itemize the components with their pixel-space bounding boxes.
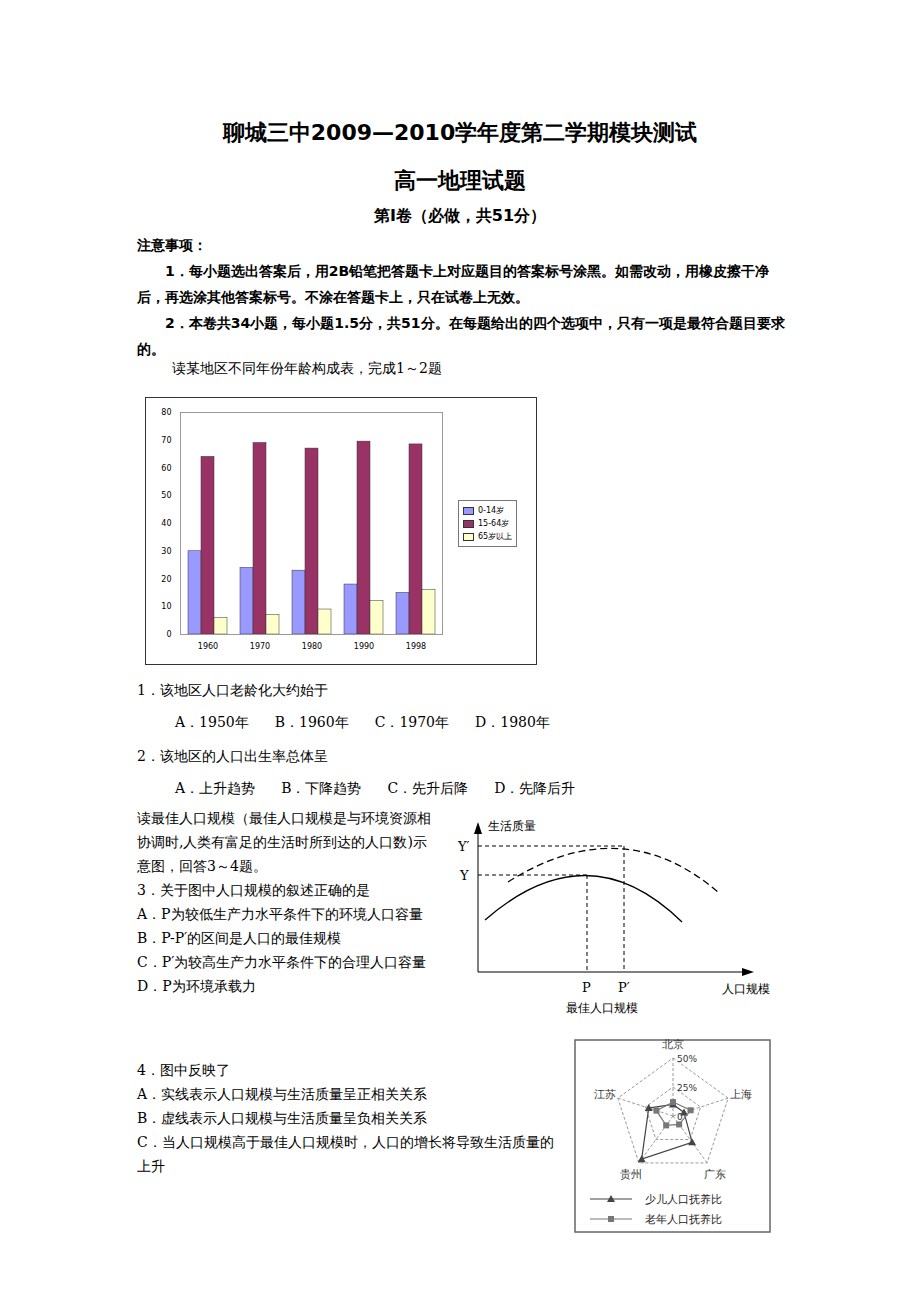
html-text:D．先降后升: D．先降后升 <box>494 780 576 796</box>
html-text:2．该地区的人口出生率总体呈: 2．该地区的人口出生率总体呈 <box>137 748 328 764</box>
html-text:B．1960年: B．1960年 <box>274 714 349 730</box>
html-text:高一地理试题: 高一地理试题 <box>394 168 526 193</box>
html-text:注意事项：: 注意事项： <box>137 237 207 253</box>
svg-text:1960: 1960 <box>198 642 218 651</box>
svg-text:70: 70 <box>161 436 171 445</box>
html-text:4．图中反映了: 4．图中反映了 <box>137 1062 230 1078</box>
svg-text:1980: 1980 <box>302 642 322 651</box>
html-text:D．1980年: D．1980年 <box>475 714 550 730</box>
svg-text:少儿人口抚养比: 少儿人口抚养比 <box>645 1193 722 1206</box>
html-text:B．下降趋势: B．下降趋势 <box>281 780 362 796</box>
html-text:A．1950年: A．1950年 <box>175 714 249 730</box>
svg-text:1998: 1998 <box>406 642 426 651</box>
html-text:聊城三中2009—2010学年度第二学期模块测试: 聊城三中2009—2010学年度第二学期模块测试 <box>222 120 698 145</box>
svg-text:Y′: Y′ <box>457 839 470 854</box>
svg-text:贵州: 贵州 <box>620 1168 642 1181</box>
svg-text:广东: 广东 <box>704 1168 726 1181</box>
svg-text:生活质量: 生活质量 <box>488 819 536 833</box>
svg-text:上海: 上海 <box>730 1088 752 1101</box>
html-text:A．上升趋势: A．上升趋势 <box>175 780 256 796</box>
html-text:B．虚线表示人口规模与生活质量呈负相关关系: B．虚线表示人口规模与生活质量呈负相关关系 <box>137 1110 428 1126</box>
svg-text:最佳人口规模: 最佳人口规模 <box>566 1001 638 1015</box>
html-text:0-14岁: 0-14岁 <box>478 506 505 515</box>
svg-text:60: 60 <box>161 464 171 473</box>
html-text:读某地区不同年份年龄构成表，完成1～2题: 读某地区不同年份年龄构成表，完成1～2题 <box>172 360 442 376</box>
svg-text:0: 0 <box>166 630 171 639</box>
svg-text:1990: 1990 <box>354 642 374 651</box>
svg-text:80: 80 <box>161 408 171 417</box>
svg-text:1970: 1970 <box>250 642 270 651</box>
svg-text:江苏: 江苏 <box>594 1088 616 1101</box>
html-text:C．当人口规模高于最佳人口规模时，人口的增长将导致生活质量的: C．当人口规模高于最佳人口规模时，人口的增长将导致生活质量的上升 <box>137 1134 554 1174</box>
html-text:1．每小题选出答案后，用2B铅笔把答题卡上对应题目的答案标号: 1．每小题选出答案后，用2B铅笔把答题卡上对应题目的答案标号涂黑。如需改动，用橡… <box>137 263 770 305</box>
html-text:65岁以上: 65岁以上 <box>478 532 513 541</box>
svg-text:P: P <box>582 980 591 995</box>
html-text:C．先升后降: C．先升后降 <box>387 780 469 796</box>
html-text:C．1970年: C．1970年 <box>374 714 449 730</box>
html-text:D．P为环境承载力: D．P为环境承载力 <box>137 978 256 994</box>
svg-text:40: 40 <box>161 519 171 528</box>
html-text:B．P-P′的区间是人口的最佳规模: B．P-P′的区间是人口的最佳规模 <box>137 930 342 946</box>
html-text:A．实线表示人口规模与生活质量呈正相关关系: A．实线表示人口规模与生活质量呈正相关关系 <box>137 1086 428 1102</box>
svg-text:10: 10 <box>161 602 171 611</box>
svg-text:P′: P′ <box>618 980 630 995</box>
svg-text:20: 20 <box>161 575 171 584</box>
svg-text:人口规模: 人口规模 <box>722 982 770 996</box>
html-text:第Ⅰ卷（必做，共51分）: 第Ⅰ卷（必做，共51分） <box>373 206 547 225</box>
svg-text:Y: Y <box>459 868 469 883</box>
svg-text:老年人口抚养比: 老年人口抚养比 <box>645 1213 722 1226</box>
svg-text:50%: 50% <box>677 1054 697 1064</box>
svg-text:25%: 25% <box>677 1083 697 1093</box>
svg-text:50: 50 <box>161 491 171 500</box>
html-text:A．P为较低生产力水平条件下的环境人口容量: A．P为较低生产力水平条件下的环境人口容量 <box>137 906 423 922</box>
html-text:2．本卷共34小题，每小题1.5分，共51分。在每题给出的四: 2．本卷共34小题，每小题1.5分，共51分。在每题给出的四个选项中，只有一项是… <box>137 315 785 357</box>
html-text:读最佳人口规模（最佳人口规模是与环境资源相协调时,人类有富足: 读最佳人口规模（最佳人口规模是与环境资源相协调时,人类有富足的生活时所到达的人口… <box>137 810 431 874</box>
html-text:C．P′为较高生产力水平条件下的合理人口容量: C．P′为较高生产力水平条件下的合理人口容量 <box>137 954 427 970</box>
html-text:15-64岁: 15-64岁 <box>478 519 510 528</box>
svg-text:30: 30 <box>161 547 171 556</box>
html-text:1．该地区人口老龄化大约始于: 1．该地区人口老龄化大约始于 <box>137 682 328 698</box>
html-text:3．关于图中人口规模的叙述正确的是: 3．关于图中人口规模的叙述正确的是 <box>137 882 370 898</box>
svg-text:北京: 北京 <box>662 1038 684 1051</box>
svg-text:0: 0 <box>677 1112 683 1122</box>
